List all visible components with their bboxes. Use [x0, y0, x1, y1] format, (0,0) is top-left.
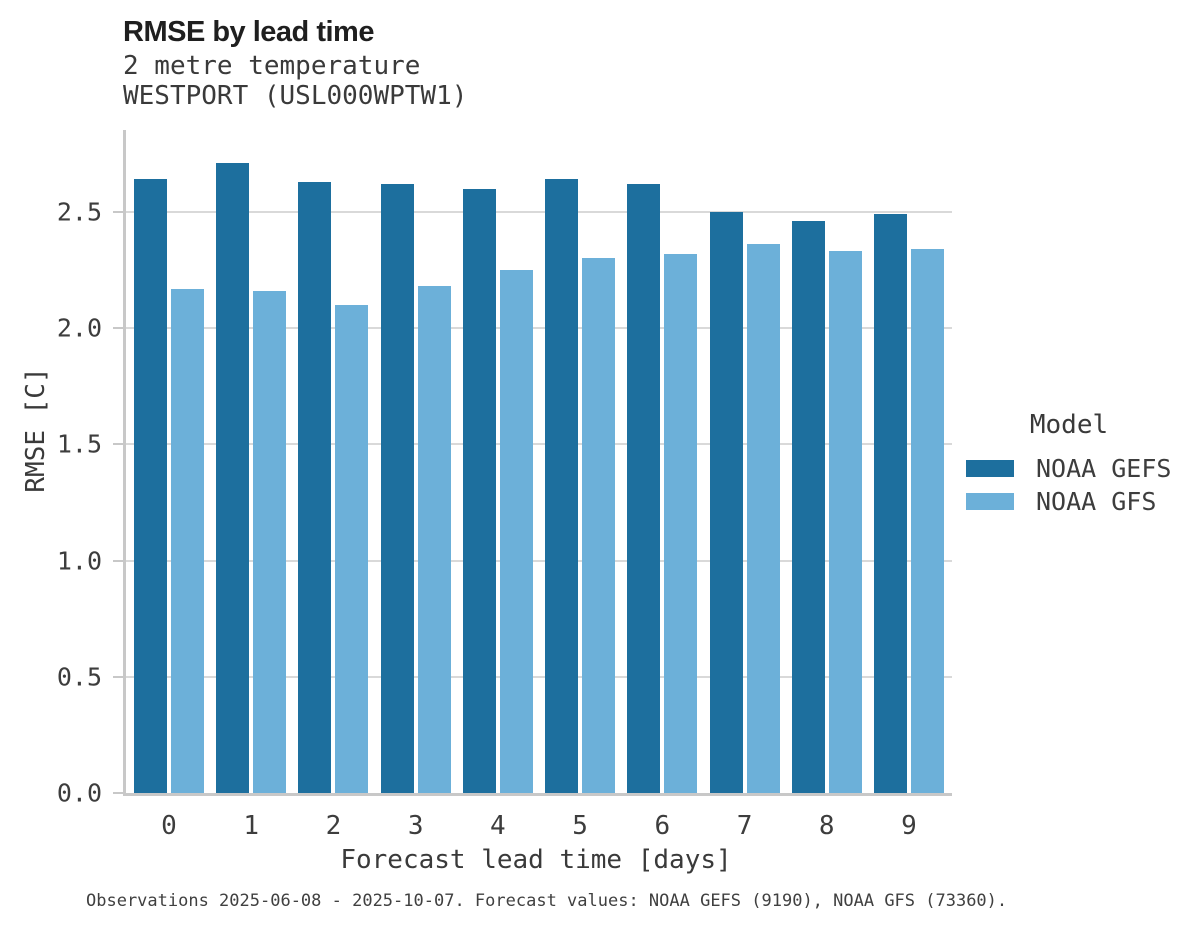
bar-noaa-gefs-day-4 [462, 188, 496, 793]
x-tick-label-9: 9 [901, 811, 917, 841]
x-axis-title: Forecast lead time [days] [340, 845, 732, 875]
bar-noaa-gefs-day-5 [545, 179, 579, 793]
y-tick-label-0.0: 0.0 [56, 778, 102, 808]
chart-subtitle: 2 metre temperature WESTPORT (USL000WPTW1… [123, 51, 467, 111]
chart-subtitle-line-2: WESTPORT (USL000WPTW1) [123, 81, 468, 111]
gridline-y-2.0 [126, 327, 952, 330]
x-tick-label-7: 7 [736, 811, 753, 841]
bar-cluster-day-5: 5 [545, 130, 616, 841]
y-tick-label-2.5: 2.5 [56, 197, 102, 227]
bar-cluster-day-1: 1 [216, 130, 287, 841]
y-tick-mark-0.5 [113, 675, 123, 678]
legend-title: Model [1029, 410, 1109, 440]
bar-noaa-gfs-day-8 [828, 251, 862, 793]
x-tick-label-1: 1 [243, 811, 260, 841]
y-tick-mark-1.5 [113, 443, 123, 446]
bars-layer: 0 1 2 3 4 5 6 7 8 9 [126, 130, 952, 841]
bar-noaa-gfs-day-6 [664, 253, 698, 793]
bar-noaa-gefs-day-0 [134, 179, 167, 793]
bar-cluster-day-8: 8 [791, 130, 862, 841]
bar-cluster-day-4: 4 [462, 130, 533, 841]
bar-noaa-gfs-day-1 [253, 290, 287, 793]
bar-noaa-gfs-day-3 [417, 286, 451, 793]
bar-noaa-gefs-day-9 [873, 214, 907, 793]
gridline-y-1.5 [126, 443, 952, 446]
bar-noaa-gefs-day-8 [791, 221, 825, 793]
y-tick-label-2.0: 2.0 [56, 313, 102, 343]
y-tick-mark-0.0 [113, 792, 123, 794]
x-tick-label-4: 4 [490, 811, 506, 841]
bar-cluster-day-3: 3 [380, 130, 451, 841]
y-tick-label-1.0: 1.0 [56, 546, 102, 576]
y-axis-title: RMSE [C] [21, 367, 51, 493]
legend-item-noaa-gfs: NOAA GFS [966, 485, 1172, 518]
bar-noaa-gefs-day-6 [627, 183, 661, 793]
bar-noaa-gefs-day-3 [380, 183, 414, 793]
caption-text: Observations 2025-06-08 - 2025-10-07. Fo… [86, 891, 1008, 911]
y-tick-mark-2.0 [113, 327, 123, 330]
plot-area: 0.0 0.5 1.0 1.5 2.0 2.5 0 1 2 3 4 5 6 7 8 9 [57, 130, 952, 841]
bar-cluster-day-6: 6 [627, 130, 698, 841]
gridline-y-0.5 [126, 675, 952, 678]
y-tick-label-1.5: 1.5 [56, 429, 102, 459]
y-tick-label-0.5: 0.5 [56, 662, 102, 692]
legend: Model NOAA GEFS NOAA GFS [966, 410, 1172, 518]
legend-swatch-noaa-gefs [966, 460, 1014, 477]
legend-label: NOAA GEFS [1036, 454, 1172, 483]
bar-noaa-gfs-day-5 [582, 258, 616, 793]
x-tick-label-5: 5 [572, 811, 588, 841]
bar-noaa-gfs-day-7 [746, 244, 780, 793]
x-tick-label-3: 3 [407, 811, 424, 841]
bar-cluster-day-7: 7 [709, 130, 780, 841]
bar-noaa-gefs-day-7 [709, 211, 743, 793]
y-tick-mark-1.0 [113, 559, 123, 562]
legend-label: NOAA GFS [1036, 487, 1157, 516]
gridline-y-2.5 [126, 210, 952, 213]
gridline-y-1.0 [126, 559, 952, 562]
legend-items: NOAA GEFS NOAA GFS [966, 452, 1172, 518]
x-tick-label-8: 8 [818, 811, 835, 841]
bar-noaa-gfs-day-0 [171, 288, 204, 793]
bar-noaa-gefs-day-2 [298, 181, 332, 793]
y-tick-mark-2.5 [113, 210, 123, 213]
chart-subtitle-line-1: 2 metre temperature [123, 51, 421, 81]
bar-noaa-gefs-day-1 [216, 163, 250, 793]
bar-cluster-day-2: 2 [298, 130, 369, 841]
bar-cluster-day-9: 9 [873, 130, 944, 841]
x-tick-label-6: 6 [654, 811, 671, 841]
bar-noaa-gfs-day-2 [335, 304, 369, 793]
legend-swatch-noaa-gfs [966, 493, 1014, 510]
bar-noaa-gfs-day-4 [499, 269, 533, 793]
bar-noaa-gfs-day-9 [910, 249, 944, 793]
legend-item-noaa-gefs: NOAA GEFS [966, 452, 1172, 485]
chart-title: RMSE by lead time [123, 16, 374, 48]
x-tick-label-0: 0 [161, 811, 177, 841]
bar-cluster-day-0: 0 [134, 130, 204, 841]
x-tick-label-2: 2 [325, 811, 342, 841]
